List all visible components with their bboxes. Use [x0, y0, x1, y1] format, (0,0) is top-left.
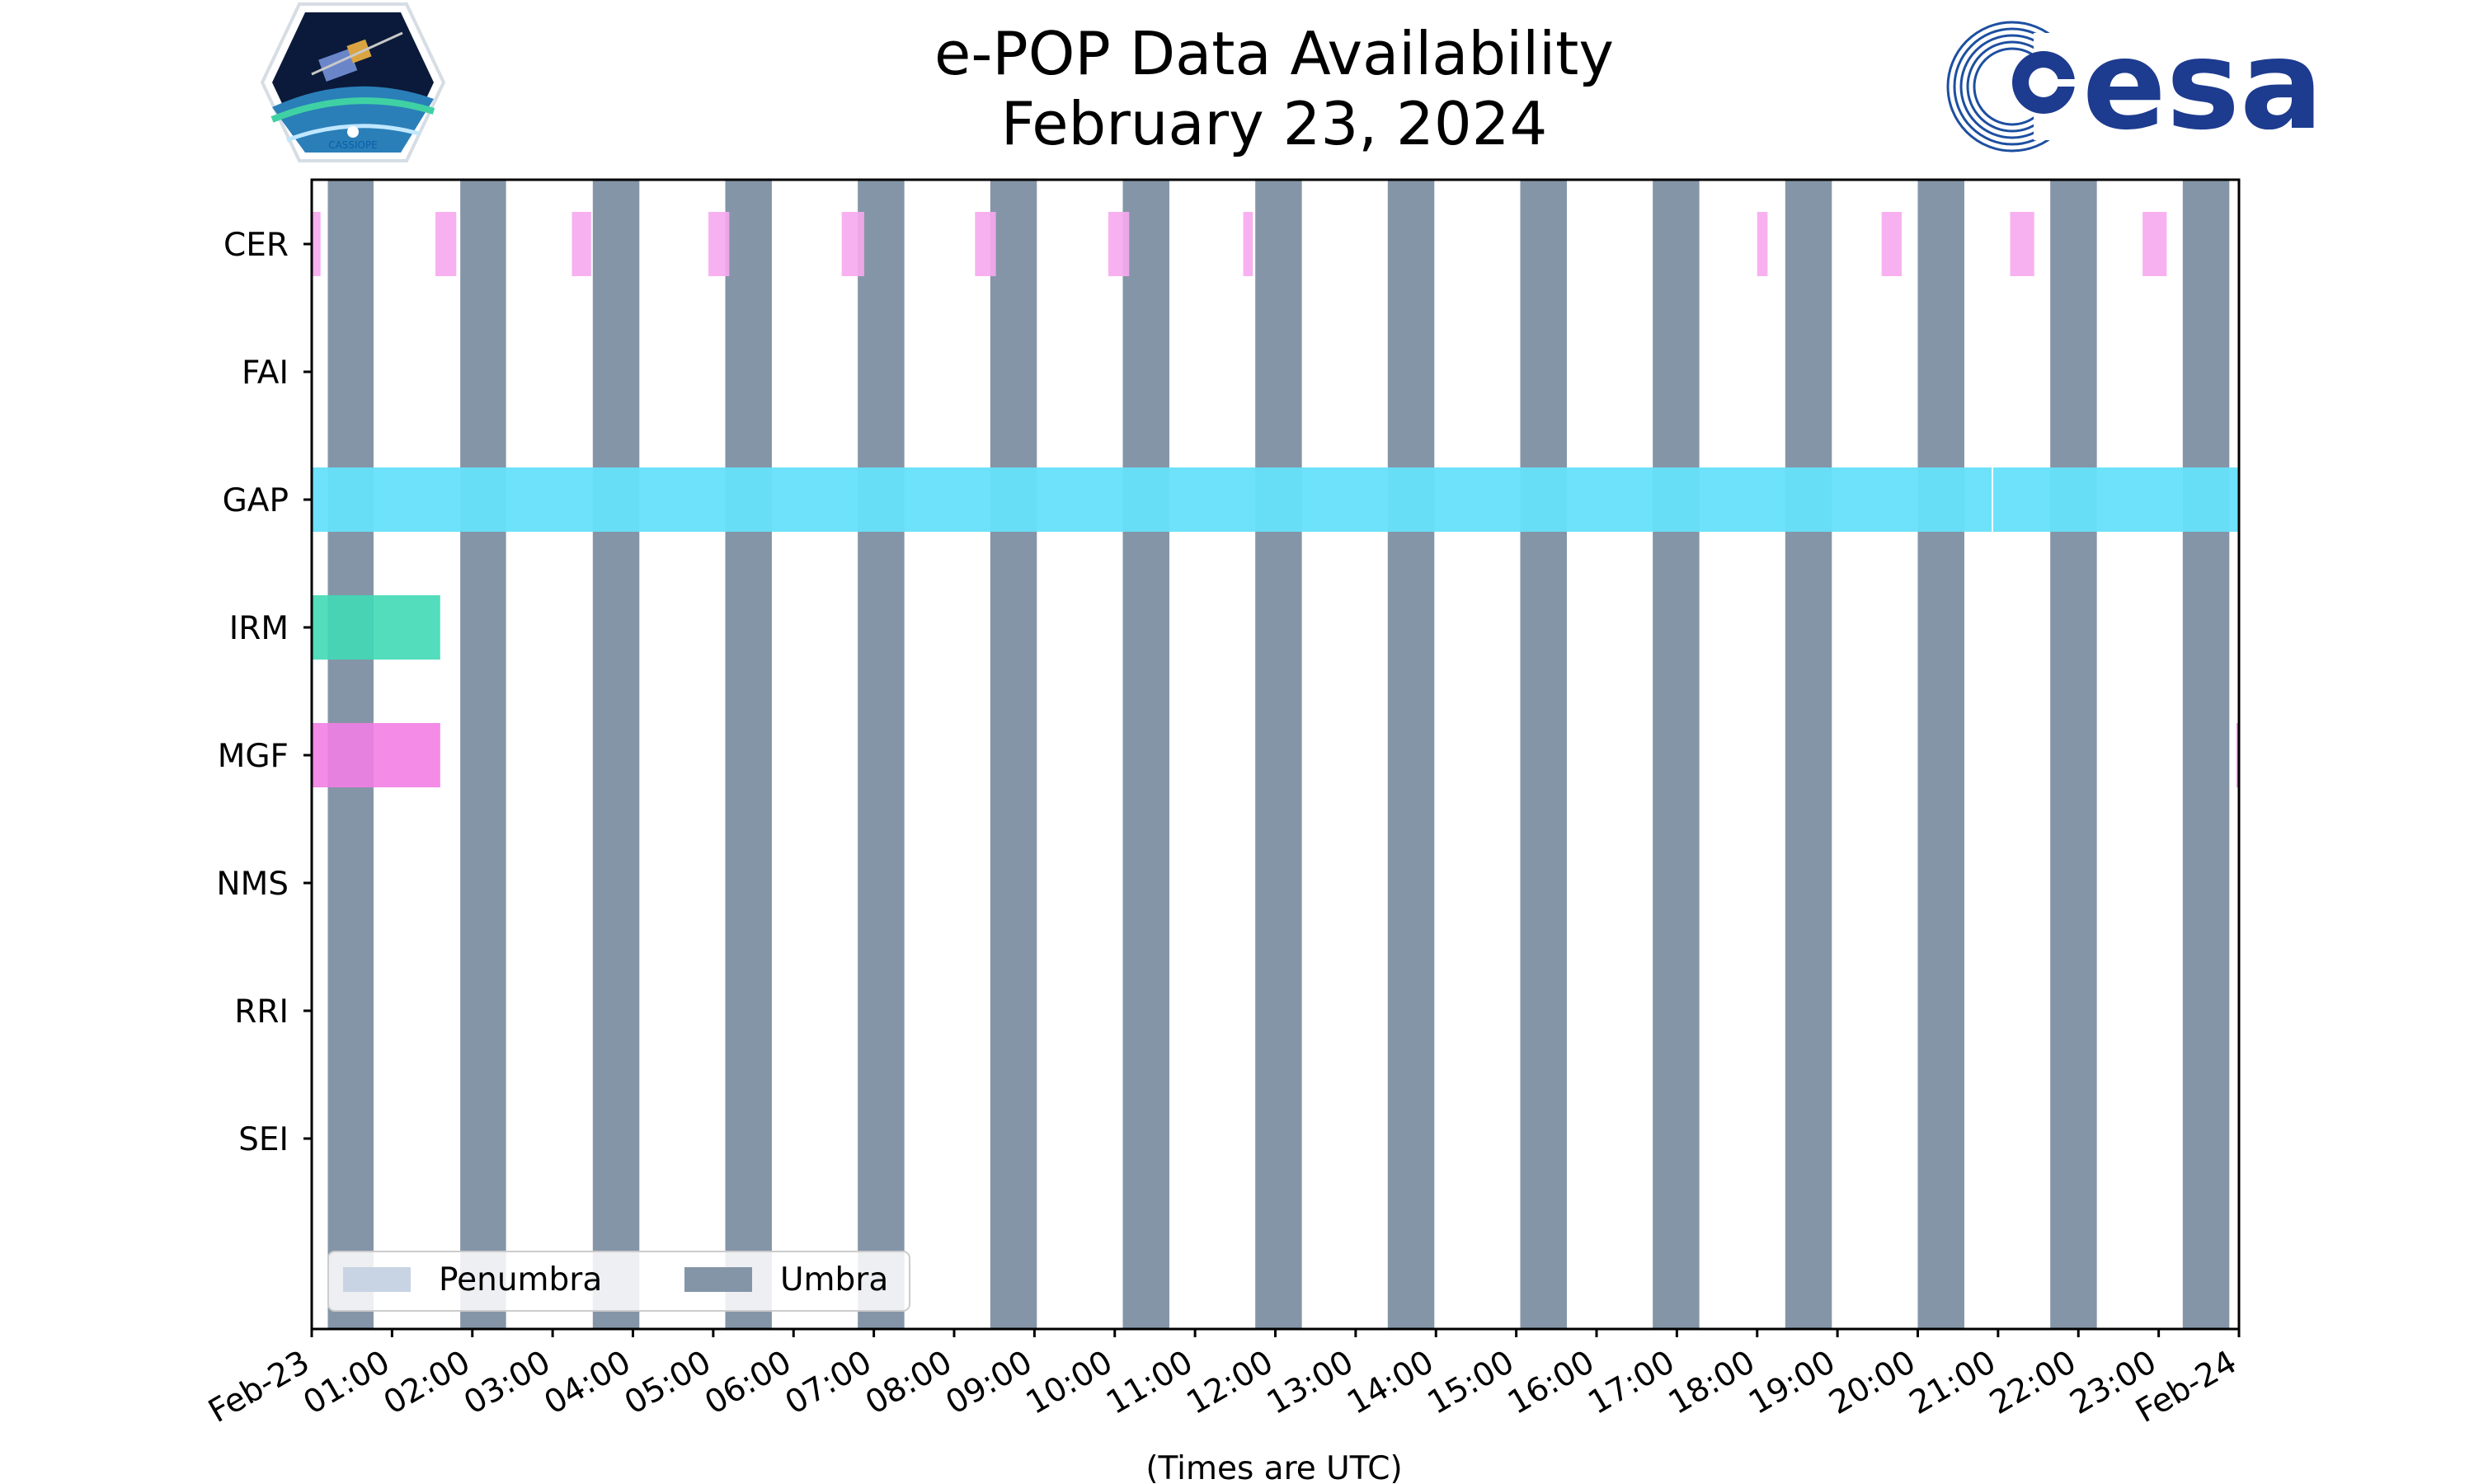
x-tick-label-0: Feb-23 [203, 1344, 316, 1430]
segment-cer-3 [708, 212, 730, 276]
chart-title-line-1: e-POP Data Availability [934, 19, 1614, 88]
umbra-band-13 [2050, 180, 2097, 1329]
y-tick-label-fai: FAI [242, 355, 289, 392]
umbra-band-5 [990, 180, 1037, 1329]
segment-gap-1 [1993, 467, 2239, 532]
umbra-bands [327, 180, 2230, 1329]
x-tick-label-1: 01:00 [298, 1344, 397, 1422]
legend: Penumbra Umbra [327, 1251, 910, 1312]
y-tick-label-nms: NMS [216, 866, 289, 903]
umbra-band-12 [1917, 180, 1964, 1329]
umbra-band-1 [460, 180, 506, 1329]
chart-title-line-2: February 23, 2024 [1001, 89, 1548, 158]
x-tick-label-14: 14:00 [1341, 1344, 1440, 1422]
x-tick-label-13: 13:00 [1261, 1344, 1360, 1422]
umbra-band-7 [1255, 180, 1302, 1329]
y-tick-label-cer: CER [223, 227, 289, 264]
segment-gap-0 [312, 467, 1992, 532]
segment-cer-4 [841, 212, 864, 276]
x-tick-label-12: 12:00 [1181, 1344, 1280, 1422]
y-tick-label-sei: SEI [238, 1121, 289, 1158]
x-tick-label-20: 20:00 [1823, 1344, 1922, 1422]
segment-cer-8 [1757, 212, 1768, 276]
x-tick-label-17: 17:00 [1583, 1344, 1681, 1422]
umbra-band-10 [1653, 180, 1700, 1329]
x-tick-label-5: 05:00 [618, 1344, 717, 1422]
segment-cer-0 [312, 212, 321, 276]
umbra-band-9 [1520, 180, 1567, 1329]
cassiope-logo: CASSIOPE [260, 2, 446, 162]
segment-irm-0 [312, 595, 440, 660]
x-tick-label-3: 03:00 [458, 1344, 557, 1422]
x-tick-label-8: 08:00 [859, 1344, 958, 1422]
y-axis: CER FAI GAP IRM MGF NMS RRI SEI [216, 227, 312, 1158]
x-tick-label-16: 16:00 [1502, 1344, 1601, 1422]
segment-cer-11 [2142, 212, 2167, 276]
x-tick-label-15: 15:00 [1422, 1344, 1521, 1422]
umbra-band-14 [2182, 180, 2230, 1329]
umbra-band-2 [592, 180, 640, 1329]
umbra-band-11 [1785, 180, 1832, 1329]
y-tick-label-gap: GAP [223, 482, 289, 519]
segment-cer-1 [435, 212, 457, 276]
legend-swatch-penumbra [343, 1267, 411, 1292]
umbra-band-4 [858, 180, 905, 1329]
umbra-band-8 [1387, 180, 1435, 1329]
x-tick-label-21: 21:00 [1903, 1344, 2002, 1422]
segment-cer-10 [2010, 212, 2034, 276]
x-tick-label-10: 10:00 [1020, 1344, 1119, 1422]
legend-label-umbra: Umbra [780, 1261, 888, 1298]
segment-cer-2 [571, 212, 591, 276]
esa-logo: esa [1946, 14, 2323, 157]
data-segments [312, 212, 2240, 787]
y-tick-label-rri: RRI [234, 993, 289, 1031]
esa-swirl-icon [1946, 21, 2083, 153]
x-tick-label-11: 11:00 [1100, 1344, 1199, 1422]
x-tick-label-7: 07:00 [779, 1344, 878, 1422]
y-tick-label-mgf: MGF [218, 738, 289, 775]
x-tick-label-6: 06:00 [698, 1344, 797, 1422]
segment-cer-7 [1243, 212, 1253, 276]
legend-label-penumbra: Penumbra [439, 1261, 602, 1298]
x-tick-label-2: 02:00 [378, 1344, 477, 1422]
segment-mgf-0 [312, 723, 440, 787]
x-tick-label-18: 18:00 [1663, 1344, 1761, 1422]
segment-cer-9 [1881, 212, 1903, 276]
x-tick-label-9: 09:00 [940, 1344, 1039, 1422]
x-axis-label: (Times are UTC) [1145, 1450, 1402, 1484]
x-tick-label-4: 04:00 [539, 1344, 637, 1422]
cassiope-logo-label: CASSIOPE [328, 139, 378, 151]
umbra-band-6 [1122, 180, 1169, 1329]
x-tick-label-22: 22:00 [1983, 1344, 2082, 1422]
esa-logo-text: esa [2082, 14, 2323, 157]
legend-frame [327, 1251, 910, 1312]
legend-swatch-umbra [684, 1267, 752, 1292]
umbra-band-3 [725, 180, 772, 1329]
segment-cer-5 [975, 212, 996, 276]
segment-cer-6 [1108, 212, 1130, 276]
x-tick-label-19: 19:00 [1743, 1344, 1841, 1422]
y-tick-label-irm: IRM [229, 610, 289, 647]
x-axis: Feb-2301:0002:0003:0004:0005:0006:0007:0… [203, 1329, 2243, 1430]
